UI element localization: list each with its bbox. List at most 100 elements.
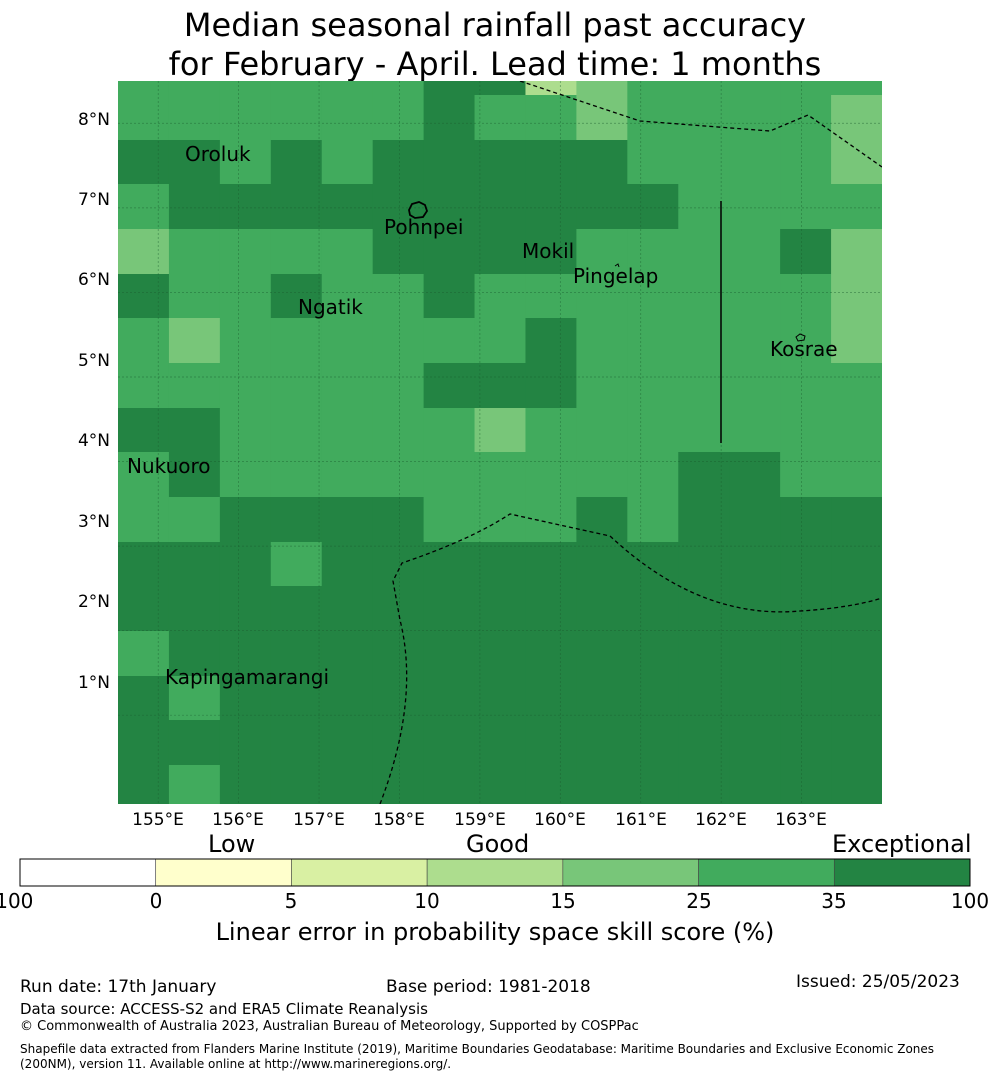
skill-cell bbox=[780, 318, 832, 364]
skill-cell bbox=[525, 631, 577, 677]
skill-cell bbox=[219, 720, 272, 766]
colorbar-category-good: Good bbox=[466, 830, 530, 858]
skill-cell bbox=[423, 720, 476, 766]
colorbar-band bbox=[19, 858, 157, 887]
skill-cell bbox=[525, 274, 577, 319]
colorbar-frame bbox=[19, 858, 971, 887]
skill-cell bbox=[678, 229, 730, 275]
skill-cell bbox=[576, 765, 628, 804]
skill-cell bbox=[321, 408, 374, 453]
skill-cell bbox=[780, 274, 832, 319]
skill-cell bbox=[372, 542, 425, 587]
skill-cell bbox=[627, 184, 679, 230]
skill-cell bbox=[678, 184, 730, 230]
skill-cell bbox=[219, 81, 272, 96]
skill-cell bbox=[576, 184, 628, 230]
data-source: Data source: ACCESS-S2 and ERA5 Climate … bbox=[20, 1000, 428, 1018]
place-label-kapingamarangi: Kapingamarangi bbox=[165, 665, 330, 689]
skill-cell bbox=[729, 318, 781, 364]
skill-cell bbox=[118, 542, 170, 587]
skill-cell bbox=[729, 497, 781, 543]
skill-cell bbox=[627, 363, 679, 409]
skill-cell bbox=[270, 676, 323, 721]
skill-cell bbox=[780, 631, 832, 677]
skill-cell bbox=[525, 229, 577, 275]
skill-cell bbox=[423, 140, 476, 185]
skill-cell bbox=[372, 318, 425, 364]
skill-cell bbox=[270, 318, 323, 364]
skill-cell bbox=[118, 274, 170, 319]
skill-cell bbox=[118, 720, 170, 766]
skill-cell bbox=[423, 318, 476, 364]
skill-cell bbox=[474, 586, 527, 632]
skill-cell bbox=[831, 318, 882, 364]
colorbar-tick-neg100: -100 bbox=[0, 889, 34, 913]
skill-cell bbox=[372, 363, 425, 409]
skill-cell bbox=[270, 81, 323, 96]
skill-cell bbox=[474, 274, 527, 319]
title-line-1: Median seasonal rainfall past accuracy bbox=[183, 6, 807, 44]
skill-cell bbox=[168, 318, 221, 364]
shapefile-credit-line-2: (200NM), version 11. Available online at… bbox=[20, 1057, 452, 1071]
lon-label-163e: 163°E bbox=[775, 810, 827, 830]
lon-label-160e: 160°E bbox=[534, 810, 586, 830]
skill-cell bbox=[831, 81, 882, 96]
skill-cell bbox=[474, 452, 527, 498]
skill-cell bbox=[321, 274, 374, 319]
skill-cell bbox=[219, 408, 272, 453]
skill-cell bbox=[118, 363, 170, 409]
skill-cell bbox=[525, 184, 577, 230]
skill-cell bbox=[831, 497, 882, 543]
skill-cell bbox=[219, 274, 272, 319]
place-label-kosrae: Kosrae bbox=[770, 337, 838, 361]
skill-cell bbox=[678, 95, 730, 141]
skill-cell bbox=[118, 765, 170, 804]
skill-cell bbox=[678, 408, 730, 453]
skill-cell bbox=[729, 676, 781, 721]
lon-label-159e: 159°E bbox=[454, 810, 506, 830]
skill-cell bbox=[729, 95, 781, 141]
skill-cell bbox=[474, 140, 527, 185]
skill-cell bbox=[627, 586, 679, 632]
skill-cell bbox=[678, 631, 730, 677]
skill-cell bbox=[474, 542, 527, 587]
lon-label-161e: 161°E bbox=[615, 810, 667, 830]
skill-cell bbox=[423, 452, 476, 498]
skill-cell bbox=[678, 318, 730, 364]
skill-cell bbox=[321, 318, 374, 364]
skill-cell bbox=[168, 140, 221, 185]
skill-cell bbox=[118, 81, 170, 96]
skill-cell bbox=[321, 184, 374, 230]
skill-cell bbox=[219, 631, 272, 677]
colorbar-tick-100: 100 bbox=[950, 889, 990, 913]
skill-cell bbox=[423, 408, 476, 453]
skill-cell bbox=[168, 229, 221, 275]
place-label-oroluk: Oroluk bbox=[185, 142, 251, 166]
skill-cell bbox=[372, 95, 425, 141]
skill-cell bbox=[118, 408, 170, 453]
skill-cell bbox=[474, 363, 527, 409]
skill-cell bbox=[270, 765, 323, 804]
skill-cell bbox=[729, 229, 781, 275]
colorbar-title: Linear error in probability space skill … bbox=[215, 918, 775, 946]
colorbar-band bbox=[426, 858, 564, 887]
skill-cell bbox=[321, 81, 374, 96]
skill-cell bbox=[678, 676, 730, 721]
colorbar-band bbox=[291, 858, 428, 887]
skill-cell bbox=[576, 586, 628, 632]
skill-cell bbox=[270, 363, 323, 409]
colorbar-tick-5: 5 bbox=[284, 889, 298, 913]
skill-cell bbox=[118, 229, 170, 275]
skill-cell bbox=[423, 184, 476, 230]
skill-cell bbox=[576, 140, 628, 185]
skill-cell bbox=[627, 676, 679, 721]
skill-cell bbox=[627, 452, 679, 498]
skill-cell bbox=[118, 497, 170, 543]
skill-cell bbox=[525, 318, 577, 364]
skill-cell bbox=[678, 81, 730, 96]
skill-cell bbox=[168, 81, 221, 96]
skill-cell bbox=[525, 81, 577, 96]
skill-cell bbox=[423, 497, 476, 543]
skill-cell bbox=[423, 631, 476, 677]
skill-cell bbox=[780, 720, 832, 766]
